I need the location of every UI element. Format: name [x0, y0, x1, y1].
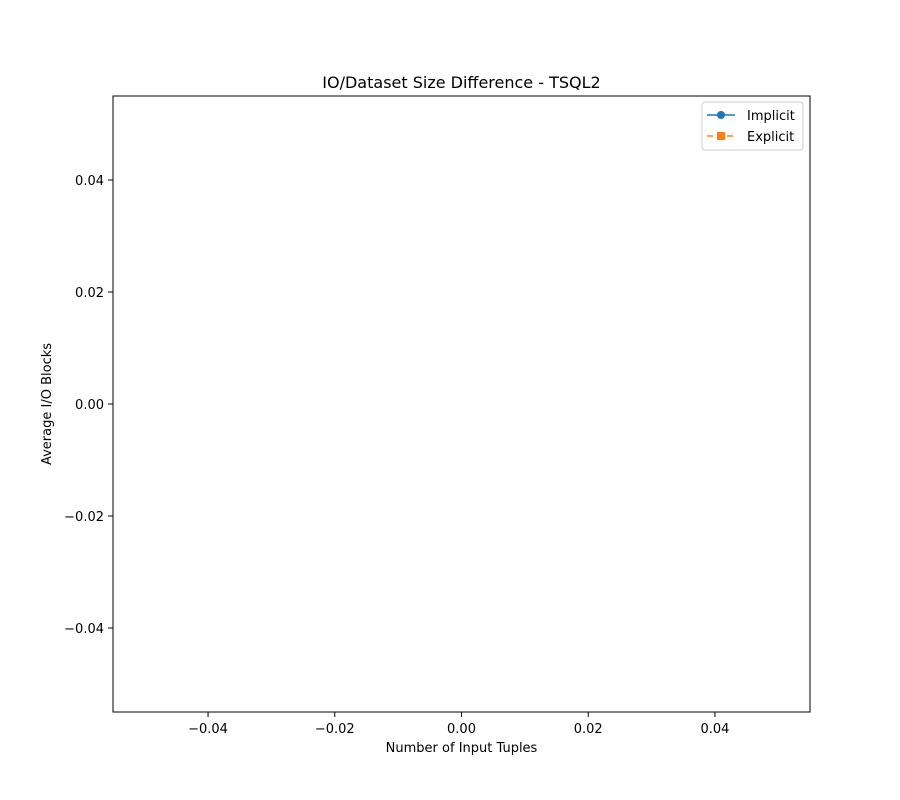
y-tick-label: 0.00 — [75, 398, 104, 413]
chart-title: IO/Dataset Size Difference - TSQL2 — [322, 73, 600, 92]
legend-label: Explicit — [747, 130, 794, 145]
plot-frame — [112, 95, 811, 713]
x-tick-label: 0.04 — [700, 722, 729, 737]
legend-label: Implicit — [747, 109, 795, 124]
y-tick-label: 0.02 — [75, 286, 104, 301]
y-tick-label: −0.04 — [64, 622, 104, 637]
x-axis-label: Number of Input Tuples — [386, 741, 538, 756]
y-tick-label: 0.04 — [75, 174, 104, 189]
y-axis-ticks: −0.04 −0.02 0.00 0.02 0.04 — [64, 174, 113, 637]
legend-entry: Implicit — [707, 109, 795, 124]
legend: Implicit Explicit — [701, 101, 804, 151]
x-tick-label: −0.04 — [188, 722, 228, 737]
x-tick-label: 0.00 — [447, 722, 476, 737]
x-tick-label: −0.02 — [315, 722, 355, 737]
y-axis-label: Average I/O Blocks — [40, 343, 55, 465]
legend-box — [701, 101, 804, 151]
square-marker-icon — [717, 132, 725, 140]
x-tick-label: 0.02 — [574, 722, 603, 737]
y-tick-label: −0.02 — [64, 510, 104, 525]
x-axis-ticks: −0.04 −0.02 0.00 0.02 0.04 — [188, 712, 729, 737]
legend-entry: Explicit — [707, 130, 794, 145]
circle-marker-icon — [717, 111, 725, 119]
